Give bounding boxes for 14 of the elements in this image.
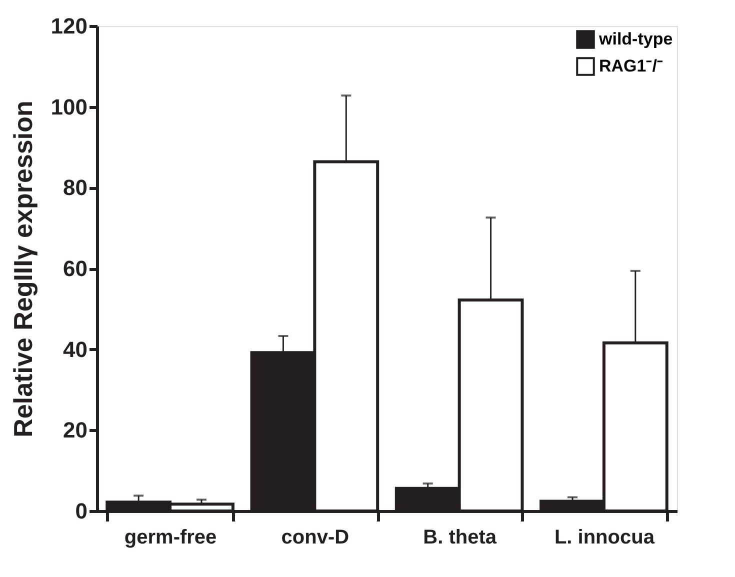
legend-label: RAG1⁻/⁻ [599, 56, 663, 76]
y-tick-label: 0 [75, 498, 88, 524]
y-tick-label: 80 [63, 175, 88, 200]
y-tick-label: 20 [63, 418, 88, 443]
x-tick-label: conv-D [281, 526, 350, 548]
y-tick-label: 40 [63, 336, 88, 362]
y-axis-title: Relative RegIIIγ expression [8, 100, 38, 438]
y-tick-label: 60 [63, 256, 88, 281]
x-tick-label: germ-free [124, 526, 217, 548]
x-tick-label: L. innocua [554, 526, 656, 548]
y-tick-label: 100 [50, 94, 88, 120]
x-tick-label: B. theta [423, 526, 498, 548]
y-tick-label: 120 [50, 14, 88, 38]
legend-label: wild-type [598, 30, 673, 48]
